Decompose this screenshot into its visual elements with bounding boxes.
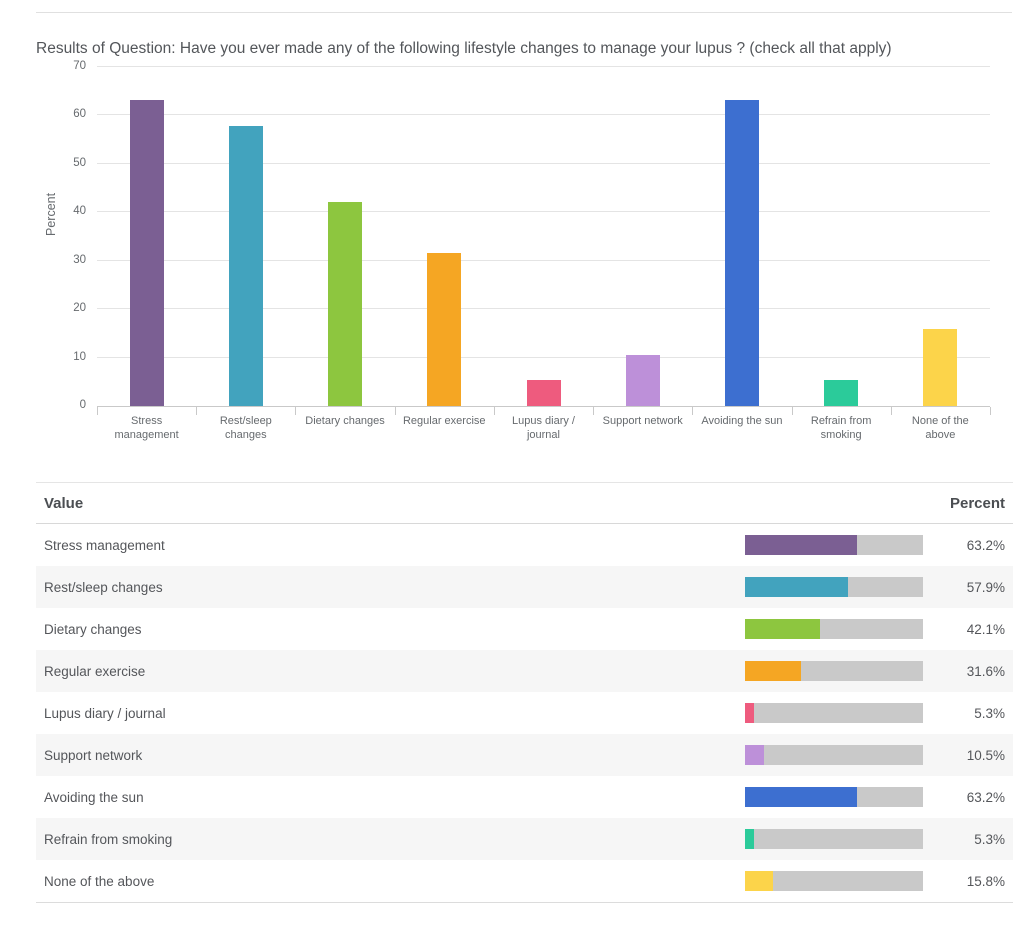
x-axis-tick (593, 407, 595, 415)
row-percent-track (745, 661, 923, 681)
row-value-label: Rest/sleep changes (44, 579, 163, 595)
table-row: Refrain from smoking 5.3% (36, 818, 1013, 860)
table-row: None of the above 15.8% (36, 860, 1013, 902)
y-tick-label-40: 40 (73, 205, 86, 218)
row-percent-value: 10.5% (966, 747, 1005, 763)
x-axis-tick (97, 407, 98, 415)
row-percent-track (745, 745, 923, 765)
row-percent-value: 15.8% (966, 873, 1005, 889)
x-axis-tick (990, 407, 991, 415)
y-tick-label-30: 30 (73, 253, 86, 266)
gridline-y-30 (97, 259, 990, 261)
bar-lupus-diary-journal (526, 380, 561, 406)
row-percent-track (745, 871, 923, 891)
y-tick-label-50: 50 (73, 156, 86, 169)
gridline-y-70 (97, 66, 990, 67)
table-row: Dietary changes 42.1% (36, 608, 1013, 650)
x-label-none-of-the-above: None of the above (911, 415, 969, 442)
row-percent-track (745, 619, 923, 639)
row-value-label: Support network (44, 747, 143, 763)
gridline-y-50 (97, 162, 990, 164)
top-divider (36, 12, 1012, 13)
row-percent-fill (745, 787, 858, 807)
x-axis-tick (890, 407, 892, 415)
row-value-label: None of the above (44, 873, 155, 889)
page-title: Results of Question: Have you ever made … (36, 40, 892, 58)
row-percent-value: 5.3% (974, 705, 1005, 721)
row-percent-value: 42.1% (966, 621, 1005, 637)
x-axis-tick (791, 407, 793, 415)
table-row: Support network 10.5% (36, 734, 1013, 776)
row-percent-value: 57.9% (966, 579, 1005, 595)
table-row: Rest/sleep changes 57.9% (36, 566, 1013, 608)
row-percent-fill (745, 661, 802, 681)
row-value-label: Stress management (44, 537, 165, 553)
y-tick-label-0: 0 (79, 399, 86, 411)
row-percent-fill (745, 745, 764, 765)
y-tick-label-70: 70 (73, 60, 86, 72)
gridline-y-60 (97, 114, 990, 116)
row-value-label: Regular exercise (44, 663, 146, 679)
x-label-dietary-changes: Dietary changes (305, 415, 385, 427)
row-percent-fill (745, 535, 858, 555)
row-percent-fill (745, 829, 755, 849)
bar-support-network (625, 355, 660, 406)
table-row: Lupus diary / journal 5.3% (36, 692, 1013, 734)
row-percent-fill (745, 871, 774, 891)
row-value-label: Refrain from smoking (44, 831, 173, 847)
x-label-lupus-diary-journal: Lupus diary / journal (511, 415, 575, 442)
row-percent-track (745, 787, 923, 807)
row-percent-fill (745, 577, 849, 597)
row-percent-value: 63.2% (966, 537, 1005, 553)
gridline-y-40 (97, 211, 990, 213)
row-percent-track (745, 535, 923, 555)
bar-stress-management (129, 99, 164, 406)
bar-chart: Percent Stress management Rest/sleep chan… (0, 60, 1022, 460)
gridline-y-10 (97, 356, 990, 358)
table-row: Avoiding the sun 63.2% (36, 776, 1013, 818)
results-table: Value Percent Stress management 63.2% Rest… (36, 482, 1013, 903)
x-label-support-network: Support network (602, 415, 683, 427)
bar-refrain-from-smoking (824, 380, 859, 406)
row-percent-value: 5.3% (974, 831, 1005, 847)
x-label-avoiding-the-sun: Avoiding the sun (701, 415, 783, 427)
chart-plot-area (97, 66, 991, 415)
bar-dietary-changes (328, 202, 363, 406)
table-header-value: Value (44, 494, 84, 512)
table-header-row: Value Percent (36, 483, 1013, 524)
bar-rest-sleep-changes (228, 125, 263, 406)
x-axis-tick (692, 407, 694, 415)
row-value-label: Avoiding the sun (44, 789, 144, 805)
bar-regular-exercise (427, 252, 462, 406)
row-percent-value: 63.2% (966, 789, 1005, 805)
bar-none-of-the-above (923, 329, 958, 406)
table-row: Stress management 63.2% (36, 524, 1013, 566)
table-row: Regular exercise 31.6% (36, 650, 1013, 692)
table-body: Stress management 63.2% Rest/sleep changes… (36, 524, 1013, 902)
row-percent-fill (745, 619, 820, 639)
x-axis-tick (394, 407, 396, 415)
x-axis-tick (196, 407, 198, 415)
row-percent-value: 31.6% (966, 663, 1005, 679)
row-value-label: Lupus diary / journal (44, 705, 166, 721)
x-label-refrain-from-smoking: Refrain from smoking (810, 415, 872, 442)
table-header-percent: Percent (949, 494, 1005, 512)
row-percent-fill (745, 703, 755, 723)
x-label-stress-management: Stress management (114, 415, 179, 442)
gridline-y-20 (97, 308, 990, 310)
bar-avoiding-the-sun (724, 99, 759, 406)
x-axis-tick (295, 407, 297, 415)
row-percent-track (745, 577, 923, 597)
row-percent-track (745, 703, 923, 723)
x-label-regular-exercise: Regular exercise (402, 415, 486, 427)
y-tick-label-60: 60 (73, 108, 86, 121)
y-tick-label-20: 20 (73, 302, 86, 315)
x-label-rest-sleep-changes: Rest/sleep changes (219, 415, 272, 442)
x-axis-labels: Stress management Rest/sleep changes Dieta… (97, 414, 990, 443)
row-value-label: Dietary changes (44, 621, 142, 637)
y-tick-label-10: 10 (73, 350, 86, 363)
x-axis-tick (493, 407, 495, 415)
row-percent-track (745, 829, 923, 849)
